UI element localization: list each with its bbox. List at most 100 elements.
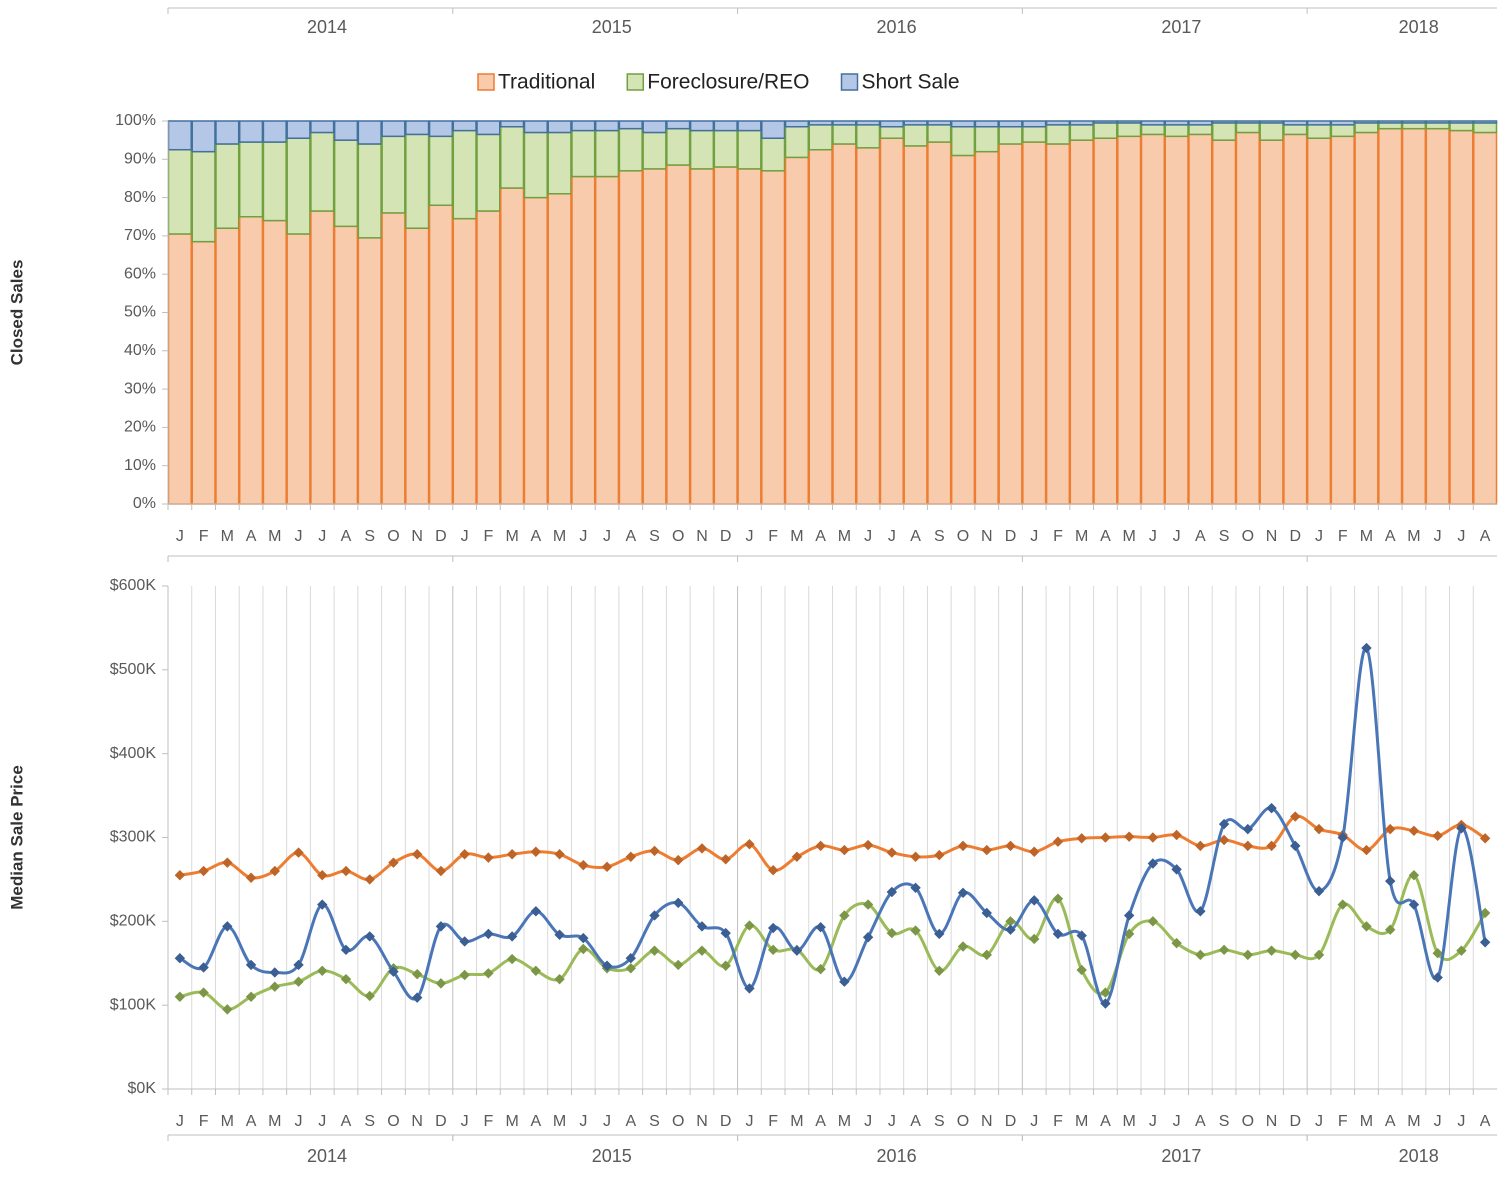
point-marker	[1385, 823, 1396, 835]
x-tick-label: J	[579, 528, 587, 545]
bar-segment	[950, 125, 976, 157]
bar-segment	[737, 129, 762, 170]
point-marker	[1147, 916, 1159, 927]
point-marker	[1432, 972, 1443, 983]
point-marker	[1408, 899, 1420, 910]
x-tick-label: J	[318, 528, 326, 545]
point-marker	[720, 854, 731, 865]
point-marker	[1361, 921, 1372, 932]
point-marker	[1029, 895, 1040, 906]
point-marker	[1290, 840, 1301, 852]
point-marker	[364, 931, 375, 942]
bar-segment	[1188, 133, 1213, 505]
x-tick-label: J	[1173, 528, 1181, 545]
bar-segment	[1164, 120, 1189, 126]
point-marker	[601, 960, 613, 971]
x-tick-label: J	[295, 528, 303, 545]
x-tick-label: J	[864, 528, 872, 545]
bar-segment	[1306, 137, 1332, 505]
bar-segment	[1140, 124, 1165, 136]
x-tick-label: J	[1149, 1113, 1157, 1130]
x-tick-label: S	[1219, 1113, 1230, 1130]
bar-segment	[215, 120, 240, 145]
point-marker	[530, 846, 542, 857]
point-marker	[554, 849, 565, 860]
point-marker	[530, 906, 542, 917]
bar-segment	[1022, 141, 1047, 505]
year-label: 2015	[592, 17, 632, 37]
x-tick-label: M	[1075, 1113, 1088, 1130]
point-marker	[886, 927, 898, 939]
point-marker	[578, 943, 589, 955]
x-tick-label: S	[364, 528, 375, 545]
y-tick-label: 90%	[124, 151, 156, 168]
bar-segment	[286, 233, 311, 505]
legend-label: Foreclosure/REO	[647, 71, 809, 94]
bar-segment	[1117, 120, 1142, 124]
point-marker	[293, 976, 304, 987]
bar-segment	[855, 124, 881, 149]
x-tick-label: F	[1338, 528, 1348, 545]
point-marker	[1385, 924, 1396, 935]
bar-segment	[476, 133, 501, 212]
legend-label: Short Sale	[862, 71, 960, 94]
x-tick-label: J	[864, 1113, 872, 1130]
x-tick-label: D	[435, 528, 447, 545]
point-marker	[269, 967, 281, 978]
year-label: 2017	[1161, 1146, 1201, 1166]
point-marker	[1195, 840, 1206, 852]
bar-segment	[167, 148, 192, 235]
year-label: 2018	[1399, 1146, 1439, 1166]
point-marker	[1337, 832, 1348, 843]
bar-segment	[405, 227, 430, 505]
bar-segment	[974, 120, 999, 128]
bar-segment	[167, 120, 192, 151]
y-tick-label: $0K	[128, 1080, 157, 1097]
point-marker	[435, 865, 447, 877]
point-marker	[1337, 899, 1348, 910]
x-tick-label: A	[531, 528, 542, 545]
point-marker	[198, 865, 209, 877]
point-marker	[934, 965, 945, 977]
x-tick-label: J	[1434, 528, 1442, 545]
bar-segment	[547, 193, 572, 505]
point-marker	[934, 928, 945, 940]
x-tick-label: S	[934, 1113, 945, 1130]
x-tick-label: J	[603, 1113, 611, 1130]
bar-segment	[357, 143, 382, 239]
point-marker	[459, 849, 470, 860]
point-marker	[1361, 642, 1372, 654]
point-marker	[222, 857, 233, 868]
point-marker	[981, 949, 992, 961]
x-tick-label: J	[745, 528, 753, 545]
x-tick-label: M	[553, 528, 566, 545]
bar-segment	[1259, 139, 1284, 505]
point-marker	[530, 965, 542, 977]
bar-segment	[1188, 124, 1213, 136]
x-tick-label: J	[1457, 528, 1465, 545]
y-tick-label: $100K	[110, 996, 157, 1013]
point-marker	[411, 968, 423, 980]
x-tick-label: J	[461, 528, 469, 545]
x-tick-label: F	[1338, 1113, 1348, 1130]
year-label: 2014	[307, 17, 347, 37]
point-marker	[625, 851, 636, 862]
point-marker	[791, 945, 803, 956]
point-marker	[245, 991, 257, 1002]
bar-segment	[784, 156, 810, 505]
point-marker	[554, 973, 565, 985]
bar-segment	[547, 131, 572, 195]
point-marker	[506, 931, 518, 942]
point-marker	[1479, 833, 1491, 844]
bar-segment	[1449, 120, 1474, 124]
bar-segment	[1473, 122, 1498, 134]
y-tick-label: $600K	[110, 577, 157, 594]
bar-segment	[761, 120, 786, 139]
bar-segment	[523, 120, 548, 134]
point-marker	[506, 953, 518, 965]
x-tick-label: J	[1315, 1113, 1323, 1130]
bar-segment	[879, 120, 904, 128]
point-marker	[839, 976, 850, 987]
y-tick-label: 60%	[124, 265, 156, 282]
year-label: 2014	[307, 1146, 347, 1166]
